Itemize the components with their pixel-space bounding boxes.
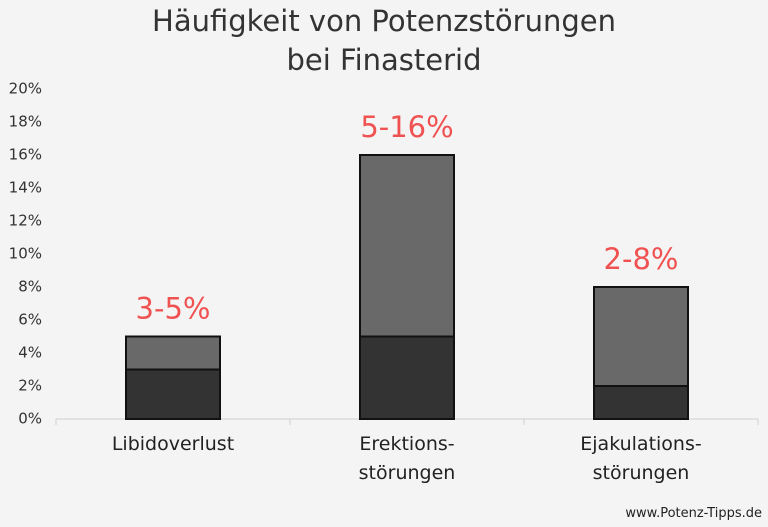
bar-segment (593, 286, 689, 387)
chart-title: Häufigkeit von Potenzstörungen bei Finas… (152, 4, 616, 77)
bar-segment (125, 368, 221, 420)
y-tick-label: 2% (18, 377, 42, 395)
y-tick-label: 14% (9, 179, 42, 197)
bar-segment (593, 385, 689, 420)
data-label: 2-8% (604, 242, 679, 276)
data-label: 3-5% (136, 292, 211, 326)
y-tick-label: 0% (18, 410, 42, 428)
bar-segment (359, 335, 455, 420)
bar-segment (359, 154, 455, 338)
bar-segment (125, 335, 221, 371)
x-tick-label: Ejakulations- störungen (580, 433, 702, 484)
y-tick-label: 18% (9, 113, 42, 131)
y-tick-label: 4% (18, 344, 42, 362)
y-tick-label: 12% (9, 212, 42, 230)
y-tick-label: 16% (9, 146, 42, 164)
source: www.Potenz-Tipps.de (625, 506, 762, 521)
x-tick-label: Erektions- störungen (358, 433, 456, 484)
x-tick-label: Libidoverlust (111, 433, 235, 455)
y-tick-label: 20% (9, 80, 42, 98)
data-label: 5-16% (360, 110, 453, 144)
y-tick-label: 6% (18, 311, 42, 329)
y-tick-label: 8% (18, 278, 42, 296)
y-tick-label: 10% (9, 245, 42, 263)
